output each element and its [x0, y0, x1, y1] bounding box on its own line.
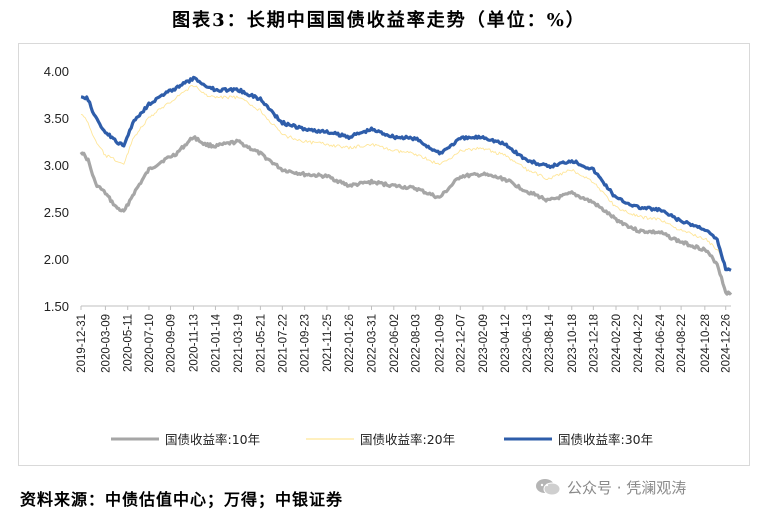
x-tick-label: 2024-10-28 [700, 314, 712, 373]
series-line-20y [80, 84, 732, 271]
x-axis: 2019-12-31 2020-03-09 2020-05-11 2020-07-10… [76, 305, 733, 373]
wechat-icon [536, 479, 561, 496]
x-tick-label: 2020-07-10 [144, 314, 156, 373]
x-tick-label: 2022-12-07 [455, 314, 467, 373]
x-tick-label: 2024-04-22 [633, 314, 645, 373]
series-lines [79, 75, 733, 296]
chart-title: 图表3：长期中国国债收益率走势（单位：%） [172, 10, 586, 31]
x-tick-label: 2020-05-11 [123, 314, 135, 372]
legend-label: 国债收益率:10年 [165, 432, 260, 447]
x-tick-label: 2021-03-19 [233, 314, 245, 373]
x-tick-label: 2022-01-26 [344, 314, 356, 373]
source-note: 资料来源：中债估值中心；万得；中银证券 [20, 490, 344, 509]
legend: 国债收益率:10年 国债收益率:20年 国债收益率:30年 [111, 432, 653, 447]
line-chart: 4.00 3.50 3.00 2.50 2.00 1.50 2019-12-31 2020-… [44, 64, 733, 447]
x-tick-label: 2023-04-12 [500, 314, 512, 373]
x-tick-label: 2021-05-21 [255, 314, 267, 373]
chart-frame: 4.00 3.50 3.00 2.50 2.00 1.50 2019-12-31 2020-… [18, 43, 750, 466]
legend-label: 国债收益率:30年 [558, 432, 653, 447]
series-line-10y [79, 135, 733, 296]
x-tick-label: 2020-09-09 [166, 314, 178, 373]
x-tick-label: 2021-09-23 [300, 314, 312, 373]
x-tick-label: 2022-10-09 [434, 314, 446, 373]
y-tick-label: 1.50 [44, 299, 69, 314]
x-tick-label: 2022-03-31 [367, 314, 379, 373]
watermark-text: 公众号 · 凭澜观涛 [567, 478, 687, 497]
x-tick-label: 2024-02-20 [611, 314, 623, 373]
y-tick-label: 4.00 [44, 64, 69, 79]
x-tick-label: 2024-06-24 [655, 313, 667, 372]
x-tick-label: 2023-12-18 [588, 314, 600, 373]
x-tick-label: 2019-12-31 [76, 314, 88, 373]
y-tick-label: 3.00 [44, 158, 69, 173]
x-tick-label: 2020-11-13 [189, 314, 201, 372]
x-tick-label: 2023-10-18 [567, 314, 579, 373]
x-tick-label: 2024-08-22 [676, 314, 688, 373]
x-tick-label: 2023-06-13 [522, 314, 534, 373]
y-tick-label: 2.00 [44, 252, 69, 267]
y-tick-label: 3.50 [44, 111, 69, 126]
x-tick-label: 2023-02-09 [478, 314, 490, 373]
x-tick-label: 2023-08-14 [544, 313, 556, 372]
x-tick-label: 2020-03-09 [100, 314, 112, 373]
x-tick-label: 2021-01-14 [210, 313, 222, 372]
x-tick-label: 2021-11-25 [322, 314, 334, 372]
y-axis-ticks: 4.00 3.50 3.00 2.50 2.00 1.50 [44, 64, 69, 314]
x-tick-label: 2022-06-02 [389, 314, 401, 373]
y-tick-label: 2.50 [44, 205, 69, 220]
series-line-30y [80, 75, 732, 272]
x-tick-label: 2022-08-03 [411, 314, 423, 373]
legend-label: 国债收益率:20年 [360, 432, 455, 447]
x-tick-label: 2024-12-26 [721, 314, 733, 373]
watermark: 公众号 · 凭澜观涛 [535, 476, 686, 498]
x-tick-label: 2021-07-22 [277, 314, 289, 373]
